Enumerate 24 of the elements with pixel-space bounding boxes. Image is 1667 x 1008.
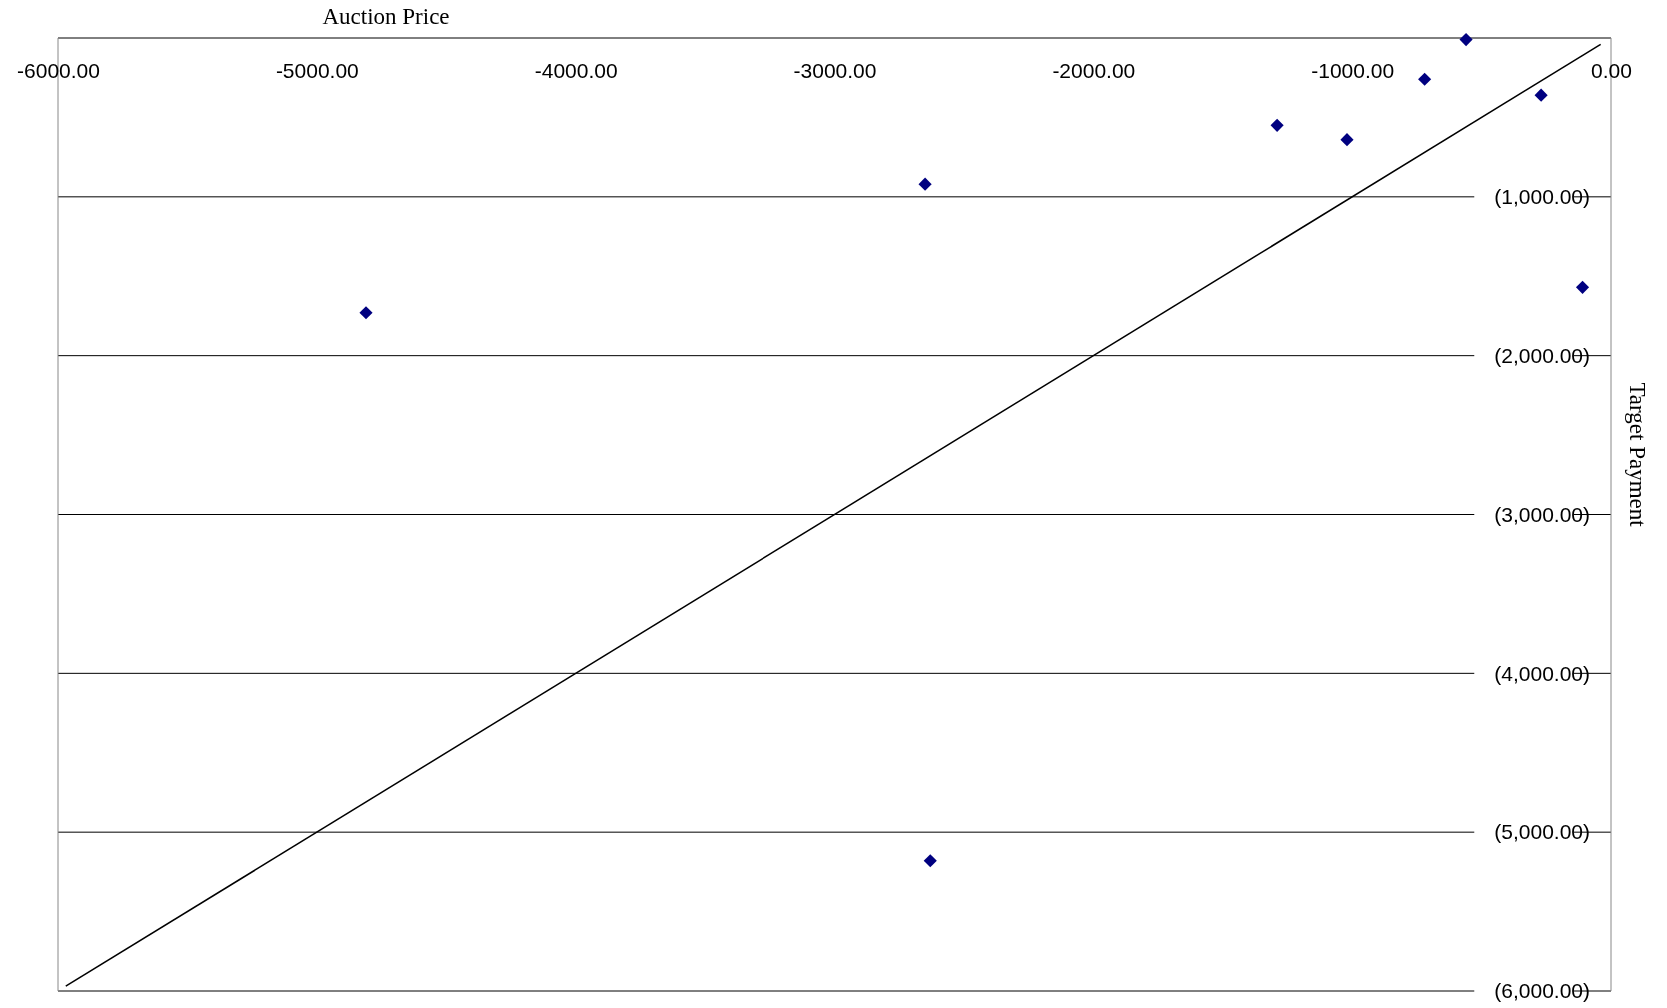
point xyxy=(918,177,932,191)
y-axis-title: Target Payment xyxy=(1625,382,1650,528)
y-tick-label: (2,000.00) xyxy=(1494,343,1590,367)
x-axis-title: Auction Price xyxy=(322,4,450,29)
point xyxy=(1270,118,1284,132)
x-tick-label: 0.00 xyxy=(1591,59,1632,82)
x-tick-label: -5000.00 xyxy=(275,59,359,82)
x-tick-label: -2000.00 xyxy=(1052,59,1136,82)
y-tick-label: (5,000.00) xyxy=(1494,820,1590,844)
x-tick-label: -3000.00 xyxy=(793,59,877,82)
x-tick-label: -1000.00 xyxy=(1311,59,1395,82)
point xyxy=(923,854,937,868)
y-tick-label: (1,000.00) xyxy=(1494,185,1590,209)
x-tick-label: -4000.00 xyxy=(534,59,618,82)
point xyxy=(1575,280,1590,294)
y-tick-label: (3,000.00) xyxy=(1494,502,1590,526)
point xyxy=(1340,133,1354,147)
point xyxy=(1459,33,1473,47)
point xyxy=(359,306,373,320)
y-tick-label: (6,000.00) xyxy=(1494,979,1590,1003)
point xyxy=(1534,88,1548,102)
x-tick-label: -6000.00 xyxy=(17,59,100,82)
point xyxy=(1418,72,1432,86)
y-tick-label: (4,000.00) xyxy=(1494,661,1590,685)
